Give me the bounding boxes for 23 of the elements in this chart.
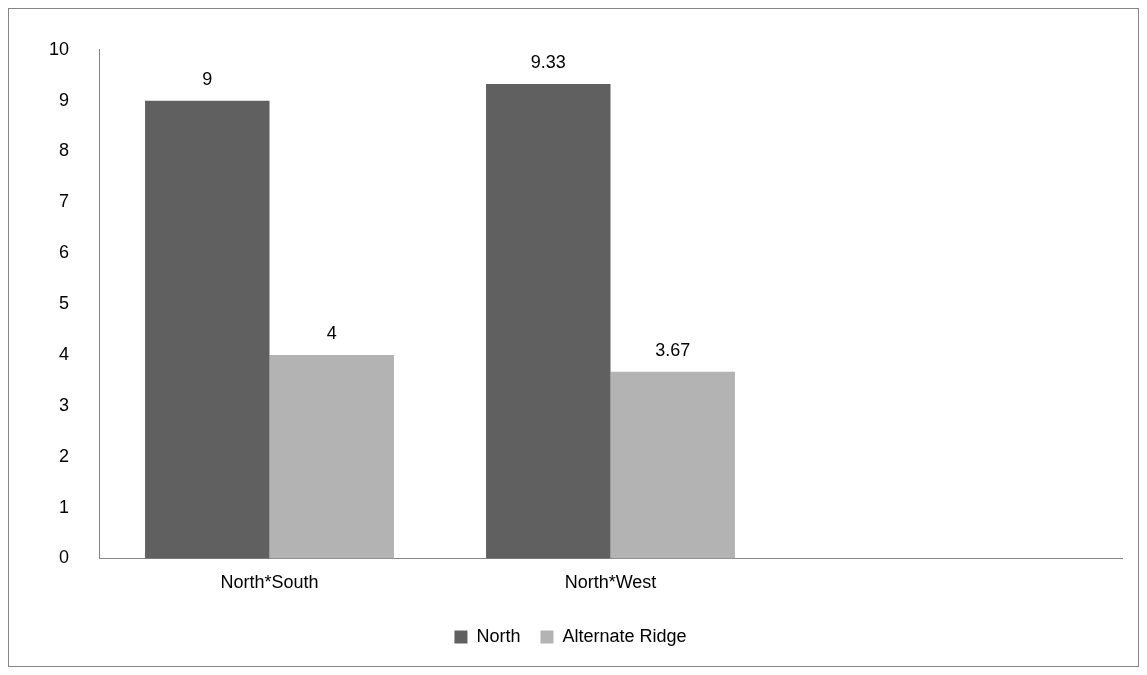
x-tick-label: North*South	[220, 572, 319, 593]
data-label: 9	[202, 68, 213, 89]
x-tick-label: North*West	[564, 572, 657, 593]
legend-label: Alternate Ridge	[562, 625, 687, 646]
y-tick-label: 10	[48, 38, 70, 59]
y-tick-label: 2	[59, 445, 70, 466]
y-tick-label: 8	[59, 140, 70, 161]
bar	[145, 100, 270, 559]
data-label: 4	[326, 322, 337, 343]
bar	[486, 83, 611, 559]
data-label: 3.67	[655, 339, 691, 360]
y-tick-label: 6	[59, 242, 70, 263]
bar	[269, 354, 394, 559]
y-tick-label: 4	[59, 343, 70, 364]
y-tick-label: 9	[59, 89, 70, 110]
legend-label: North	[476, 625, 521, 646]
y-tick-label: 7	[59, 191, 70, 212]
y-tick-label: 5	[59, 293, 70, 314]
y-tick-label: 1	[59, 496, 70, 517]
bar	[610, 371, 735, 559]
y-tick-label: 0	[59, 547, 70, 568]
data-label: 9.33	[530, 51, 566, 72]
y-tick-label: 3	[59, 394, 70, 415]
